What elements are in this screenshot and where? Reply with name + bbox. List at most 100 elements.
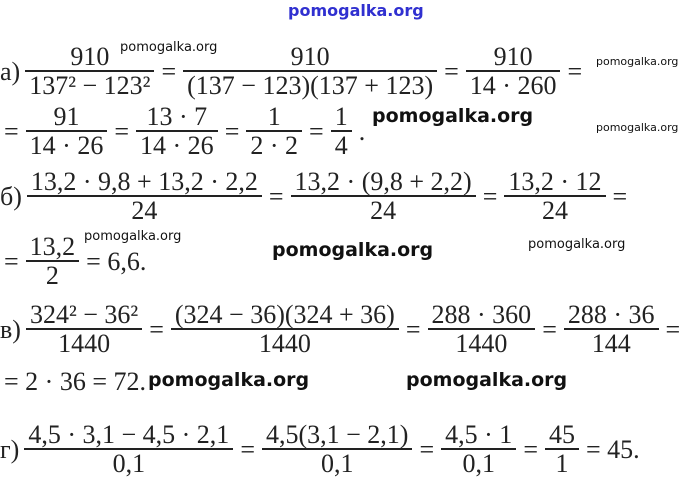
fraction: 13,2 2 bbox=[25, 234, 80, 290]
equation-text: = bbox=[268, 182, 284, 211]
equation-line: = 91 14 · 26 = 13 · 7 14 · 26 = 1 2 · 2 = 1 4. bbox=[0, 104, 369, 160]
fraction-bar bbox=[26, 195, 262, 197]
watermark: pomogalka.org bbox=[406, 369, 568, 391]
fraction: 91 14 · 26 bbox=[25, 104, 108, 160]
fraction-bar bbox=[246, 130, 303, 132]
numerator: 4,5(3,1 − 2,1) bbox=[265, 420, 409, 449]
equation-line: = 2 · 36 = 72. bbox=[0, 354, 150, 410]
denominator: 1440 bbox=[58, 329, 111, 358]
fraction: 288 · 36 144 bbox=[563, 300, 659, 358]
equation-text: = 2 · 36 = 72. bbox=[4, 367, 146, 396]
equation-text: = bbox=[665, 315, 681, 344]
denominator: 14 · 26 bbox=[140, 131, 214, 160]
fraction-bar bbox=[504, 195, 606, 197]
fraction-bar bbox=[25, 130, 108, 132]
numerator: 324² − 36² bbox=[29, 300, 139, 329]
watermark: pomogalka.org bbox=[272, 239, 434, 261]
numerator: 13 · 7 bbox=[146, 102, 208, 131]
fraction-bar bbox=[261, 448, 413, 450]
equation-text: = bbox=[612, 182, 628, 211]
fraction-bar bbox=[290, 195, 476, 197]
problem-label: а) bbox=[0, 57, 21, 86]
denominator: 0,1 bbox=[320, 449, 354, 478]
denominator: 24 bbox=[541, 196, 568, 225]
denominator: 0,1 bbox=[462, 449, 495, 478]
denominator: 2 · 2 bbox=[250, 131, 299, 160]
watermark: pomogalka.org bbox=[528, 237, 626, 252]
denominator: 2 bbox=[45, 261, 59, 290]
numerator: 13,2 · (9,8 + 2,2) bbox=[294, 167, 472, 196]
fraction: 288 · 360 1440 bbox=[427, 300, 536, 358]
equation-text: = bbox=[114, 117, 130, 146]
watermark: pomogalka.org bbox=[596, 55, 679, 68]
fraction: 910 (137 − 123)(137 + 123) bbox=[183, 42, 438, 100]
equation-line: а) 910 137² − 123² = 910 (137 − 123)(137 + 12… bbox=[0, 44, 586, 100]
numerator: 910 bbox=[493, 42, 533, 71]
denominator: 144 bbox=[591, 329, 631, 358]
fraction: 324² − 36² 1440 bbox=[25, 300, 143, 358]
problem-label: б) bbox=[0, 182, 22, 211]
denominator: 14 · 260 bbox=[469, 71, 557, 100]
equation-line: г) 4,5 · 3,1 − 4,5 · 2,1 0,1 = 4,5(3,1 − 2,1… bbox=[0, 422, 644, 478]
numerator: 288 · 360 bbox=[431, 300, 532, 329]
fraction: 13 · 7 14 · 26 bbox=[136, 104, 218, 160]
fraction-bar bbox=[183, 70, 438, 72]
problem-label: г) bbox=[0, 435, 20, 464]
equation-text: = bbox=[161, 57, 177, 86]
equation-text: = bbox=[309, 117, 324, 146]
numerator: (324 − 36)(324 + 36) bbox=[174, 300, 395, 329]
fraction: 4,5 · 3,1 − 4,5 · 2,1 0,1 bbox=[24, 420, 234, 478]
equation-text: = bbox=[444, 57, 459, 86]
numerator: 910 bbox=[70, 42, 110, 71]
fraction: 910 14 · 260 bbox=[465, 42, 561, 100]
equation-text: = bbox=[4, 247, 19, 276]
numerator: 45 bbox=[548, 420, 575, 449]
fraction: (324 − 36)(324 + 36) 1440 bbox=[170, 300, 399, 358]
watermark: pomogalka.org bbox=[372, 105, 534, 127]
watermark: pomogalka.org bbox=[288, 1, 424, 20]
equation-text: = bbox=[224, 117, 240, 146]
fraction-bar bbox=[441, 448, 517, 450]
equation-line: в) 324² − 36² 1440 = (324 − 36)(324 + 36) 144… bbox=[0, 302, 684, 358]
numerator: 910 bbox=[290, 42, 330, 71]
equation-text: = bbox=[4, 117, 19, 146]
equation-text: = 45. bbox=[585, 435, 640, 464]
numerator: 4,5 · 3,1 − 4,5 · 2,1 bbox=[28, 420, 230, 449]
equation-text: = bbox=[567, 57, 583, 86]
denominator: 0,1 bbox=[112, 449, 146, 478]
fraction-bar bbox=[24, 448, 234, 450]
fraction: 4,5(3,1 − 2,1) 0,1 bbox=[261, 420, 413, 478]
numerator: 13,2 · 9,8 + 13,2 · 2,2 bbox=[30, 167, 258, 196]
numerator: 288 · 36 bbox=[567, 300, 655, 329]
fraction: 13,2 · 12 24 bbox=[504, 169, 606, 225]
equation-text: = bbox=[419, 435, 435, 464]
denominator: 1440 bbox=[258, 329, 311, 358]
numerator: 1 bbox=[334, 102, 348, 131]
fraction-bar bbox=[563, 328, 659, 330]
fraction-bar bbox=[427, 328, 536, 330]
equation-text: = bbox=[240, 435, 255, 464]
fraction-bar bbox=[25, 70, 155, 72]
watermark: pomogalka.org bbox=[596, 121, 679, 134]
fraction-bar bbox=[136, 130, 218, 132]
fraction: 13,2 · 9,8 + 13,2 · 2,2 24 bbox=[26, 167, 262, 225]
denominator: 24 bbox=[370, 196, 397, 225]
fraction-bar bbox=[25, 328, 143, 330]
denominator: 1 bbox=[555, 449, 569, 478]
equation-line: б) 13,2 · 9,8 + 13,2 · 2,2 24 = 13,2 · (9,8 … bbox=[0, 169, 631, 225]
denominator: 137² − 123² bbox=[29, 71, 151, 100]
equation-text: . bbox=[358, 117, 366, 146]
fraction: 910 137² − 123² bbox=[25, 42, 155, 100]
denominator: 24 bbox=[131, 196, 158, 225]
watermark: pomogalka.org bbox=[120, 40, 218, 55]
fraction-bar bbox=[465, 70, 561, 72]
equation-text: = bbox=[149, 315, 164, 344]
denominator: 1440 bbox=[455, 329, 508, 358]
fraction-bar bbox=[170, 328, 399, 330]
equation-text: = bbox=[482, 182, 498, 211]
denominator: 4 bbox=[334, 131, 348, 160]
fraction: 4,5 · 1 0,1 bbox=[441, 422, 517, 478]
